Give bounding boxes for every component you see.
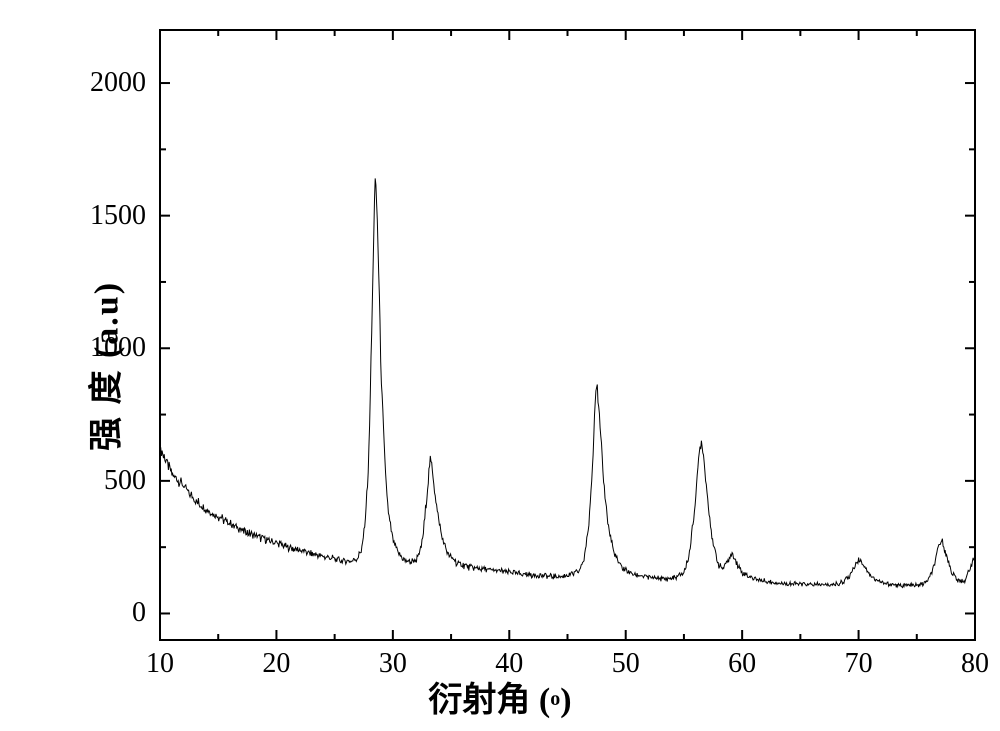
x-tick-label: 10 [146, 648, 174, 680]
x-tick-label: 60 [728, 648, 756, 680]
x-tick-label: 40 [495, 648, 523, 680]
y-tick-label: 1000 [0, 332, 146, 364]
y-tick-label: 1500 [0, 200, 146, 232]
xrd-series [160, 178, 975, 587]
y-tick-label: 500 [0, 465, 146, 497]
y-tick-labels: 0 500 1000 1500 2000 [0, 0, 146, 731]
xrd-chart: 强 度 (a.u) 衍射角 (o) 0500100015002000 10203… [0, 0, 1000, 731]
y-tick-label: 0 [0, 597, 146, 629]
x-tick-label: 80 [961, 648, 989, 680]
x-tick-label: 20 [262, 648, 290, 680]
y-tick-label: 2000 [0, 67, 146, 99]
x-tick-label: 30 [379, 648, 407, 680]
x-tick-label: 50 [612, 648, 640, 680]
x-tick-label: 70 [845, 648, 873, 680]
chart-svg [0, 0, 1000, 731]
